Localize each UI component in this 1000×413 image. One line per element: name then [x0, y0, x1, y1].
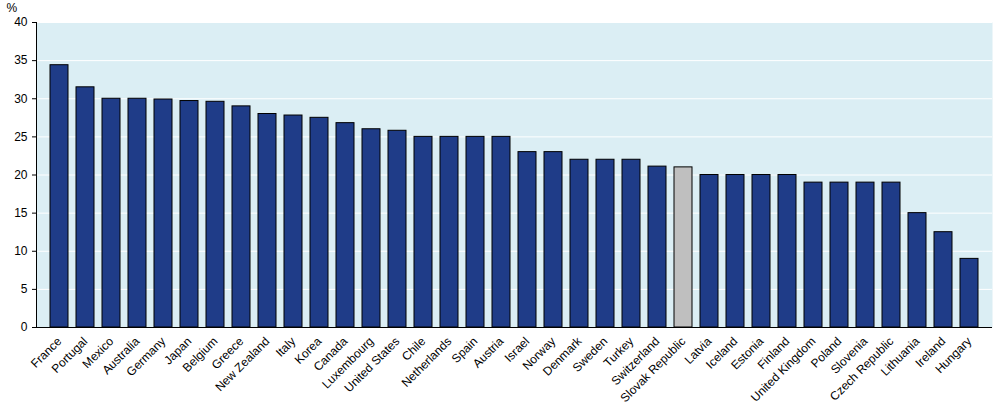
svg-text:Ireland: Ireland [912, 334, 949, 371]
svg-text:Czech Republic: Czech Republic [827, 334, 897, 404]
svg-text:Korea: Korea [291, 334, 325, 367]
svg-text:New Zealand: New Zealand [212, 334, 272, 394]
svg-text:Spain: Spain [448, 334, 481, 366]
svg-text:0: 0 [21, 320, 28, 334]
svg-text:France: France [28, 334, 65, 371]
svg-text:Belgium: Belgium [179, 334, 221, 375]
svg-text:Lithuania: Lithuania [878, 334, 923, 379]
svg-text:Iceland: Iceland [703, 334, 741, 372]
svg-text:Japan: Japan [161, 334, 195, 368]
svg-text:Finland: Finland [754, 334, 793, 372]
svg-text:Chile: Chile [399, 334, 429, 364]
svg-text:15: 15 [14, 206, 28, 220]
svg-text:Estonia: Estonia [728, 334, 767, 373]
svg-text:Hungary: Hungary [932, 334, 974, 376]
svg-text:Turkey: Turkey [600, 334, 637, 370]
svg-text:Portugal: Portugal [49, 334, 91, 376]
svg-text:Austria: Austria [470, 334, 507, 371]
svg-text:35: 35 [14, 53, 28, 67]
svg-text:Canada: Canada [310, 334, 351, 374]
svg-text:Australia: Australia [99, 334, 143, 378]
svg-text:Luxembourg: Luxembourg [319, 334, 377, 392]
svg-text:Slovenia: Slovenia [827, 334, 871, 377]
svg-text:5: 5 [21, 282, 28, 296]
svg-text:30: 30 [14, 92, 28, 106]
svg-text:Norway: Norway [519, 334, 559, 373]
svg-text:25: 25 [14, 130, 28, 144]
svg-text:Netherlands: Netherlands [399, 334, 455, 390]
svg-text:Latvia: Latvia [681, 334, 715, 367]
svg-text:Greece: Greece [208, 334, 247, 372]
svg-text:Sweden: Sweden [570, 334, 611, 375]
svg-text:United States: United States [341, 334, 402, 395]
svg-text:40: 40 [14, 15, 28, 29]
svg-text:20: 20 [14, 168, 28, 182]
svg-text:Denmark: Denmark [540, 334, 585, 379]
svg-text:Mexico: Mexico [79, 334, 117, 371]
svg-text:Slovak Republic: Slovak Republic [618, 334, 689, 405]
svg-text:Switzerland: Switzerland [608, 334, 663, 388]
svg-text:%: % [7, 1, 18, 15]
svg-text:Israel: Israel [501, 334, 533, 365]
svg-text:United Kingdom: United Kingdom [748, 334, 818, 404]
svg-text:Germany: Germany [123, 334, 169, 380]
svg-text:Italy: Italy [272, 334, 299, 360]
svg-text:Poland: Poland [808, 334, 845, 371]
svg-text:10: 10 [14, 244, 28, 258]
